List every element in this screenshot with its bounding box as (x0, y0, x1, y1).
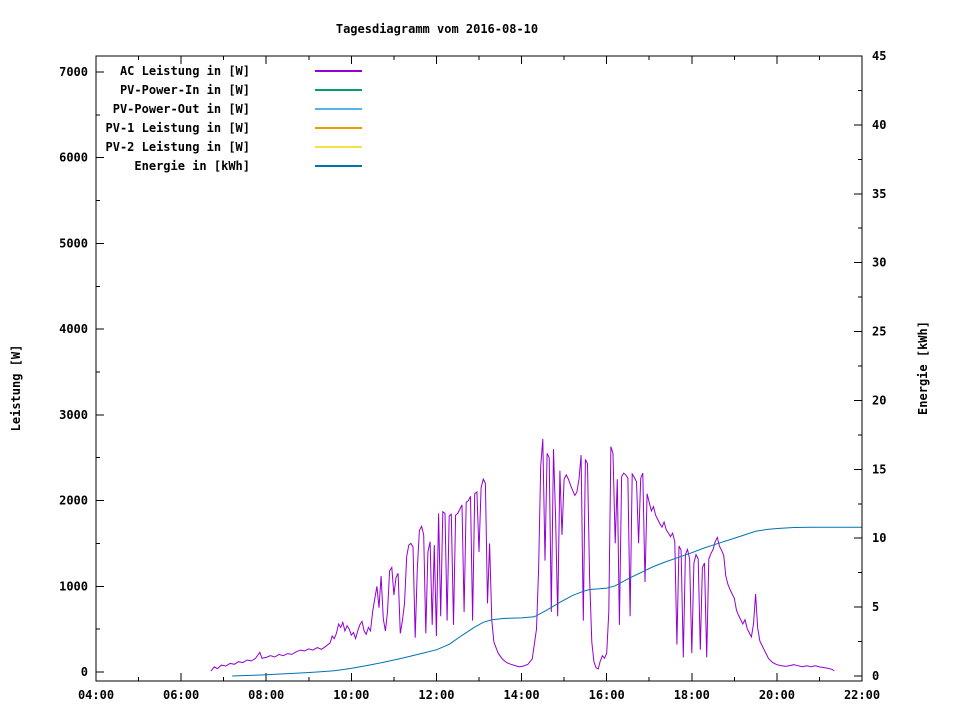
y-right-tick-label: 25 (872, 325, 886, 339)
legend-item: PV-Power-In in [W] (120, 83, 362, 97)
y-right-tick-label: 20 (872, 393, 886, 407)
x-tick-label: 14:00 (503, 688, 539, 702)
y-left-tick-label: 7000 (59, 65, 88, 79)
y-left-tick-label: 2000 (59, 494, 88, 508)
series-ac-leistung-in-w (210, 438, 835, 672)
series-layer (210, 438, 862, 677)
x-tick-label: 08:00 (248, 688, 284, 702)
x-tick-label: 20:00 (759, 688, 795, 702)
right-axis-label: Energie [kWh] (916, 321, 930, 415)
x-tick-label: 18:00 (674, 688, 710, 702)
y-right-tick-label: 45 (872, 49, 886, 63)
y-right-tick-label: 35 (872, 187, 886, 201)
y-left-tick-label: 4000 (59, 322, 88, 336)
y-left-tick-label: 5000 (59, 236, 88, 250)
y-left-tick-label: 3000 (59, 408, 88, 422)
legend-item: PV-2 Leistung in [W] (106, 140, 362, 154)
y-left-tick-label: 0 (81, 665, 88, 679)
legend-item: AC Leistung in [W] (120, 64, 362, 78)
x-tick-label: 06:00 (163, 688, 199, 702)
legend-item: PV-Power-Out in [W] (113, 102, 362, 116)
legend-item: PV-1 Leistung in [W] (106, 121, 362, 135)
x-tick-label: 22:00 (844, 688, 880, 702)
y-left-tick-label: 6000 (59, 151, 88, 165)
chart-title: Tagesdiagramm vom 2016-08-10 (336, 22, 538, 36)
x-tick-label: 16:00 (589, 688, 625, 702)
y-right-tick-label: 15 (872, 462, 886, 476)
y-right-tick-label: 0 (872, 669, 879, 683)
y-right-tick-label: 40 (872, 118, 886, 132)
legend-item: Energie in [kWh] (134, 159, 362, 173)
x-tick-label: 12:00 (418, 688, 454, 702)
legend: AC Leistung in [W] PV-Power-In in [W] PV… (106, 64, 362, 173)
x-tick-label: 04:00 (78, 688, 114, 702)
y-right-tick-label: 5 (872, 600, 879, 614)
plot-border (95, 55, 863, 682)
legend-label: Energie in [kWh] (134, 159, 250, 173)
legend-label: PV-2 Leistung in [W] (106, 140, 251, 154)
legend-label: PV-Power-In in [W] (120, 83, 250, 97)
left-axis-label: Leistung [W] (9, 345, 23, 432)
axis-tick-labels: 04:00 06:00 08:00 10:00 12:00 14:00 16:00 18:00… (59, 49, 886, 702)
x-tick-label: 10:00 (333, 688, 369, 702)
y-left-tick-label: 1000 (59, 579, 88, 593)
legend-label: PV-Power-Out in [W] (113, 102, 250, 116)
series-energie-in-kwh (232, 526, 862, 677)
legend-label: PV-1 Leistung in [W] (106, 121, 251, 135)
y-right-tick-label: 10 (872, 531, 886, 545)
axis-ticks (95, 55, 863, 681)
legend-label: AC Leistung in [W] (120, 64, 250, 78)
y-right-tick-label: 30 (872, 256, 886, 270)
